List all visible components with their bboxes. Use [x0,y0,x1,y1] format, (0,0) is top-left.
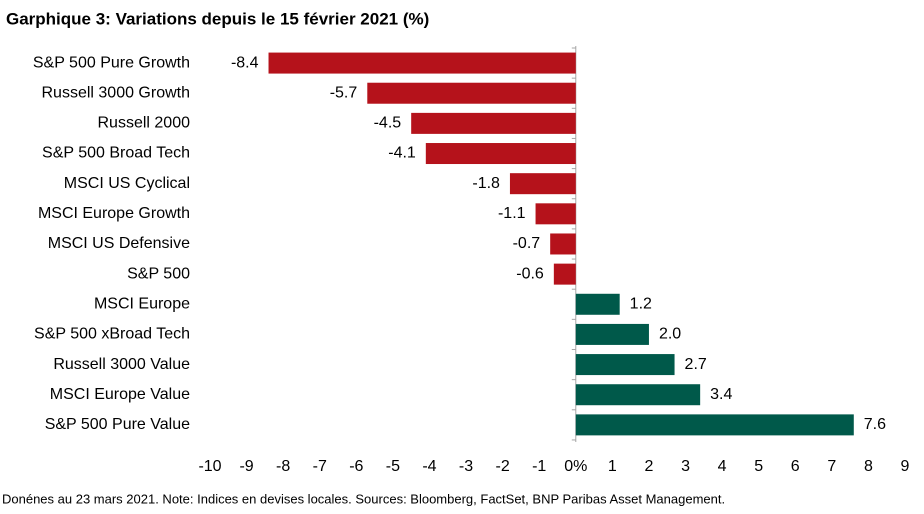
x-tick-label: -10 [198,458,221,475]
bar [367,82,576,104]
x-tick-label: -8 [276,458,290,475]
category-label: Russell 2000 [98,115,191,132]
bar [550,233,576,255]
bar [425,143,576,165]
x-tick-label: 3 [681,458,690,475]
category-label: Russell 3000 Growth [41,84,190,101]
bar [553,263,576,285]
chart-title: Garphique 3: Variations depuis le 15 fév… [6,9,429,28]
category-label: S&P 500 xBroad Tech [34,326,190,343]
bar [509,173,576,195]
bar [575,354,675,376]
x-tick-label: 2 [644,458,653,475]
category-label: S&P 500 Pure Value [45,416,190,433]
x-tick-label: 6 [791,458,800,475]
category-label: S&P 500 Broad Tech [42,145,190,162]
category-label: MSCI Europe [94,295,190,312]
value-label: -1.1 [498,205,526,222]
x-tick-label: 4 [718,458,727,475]
value-label: -0.6 [516,265,544,282]
value-label: -0.7 [513,235,541,252]
bar [575,414,854,436]
bar [575,293,620,315]
x-tick-label: 7 [827,458,836,475]
x-tick-label: 1 [608,458,617,475]
bar [411,112,576,134]
value-label: -1.8 [472,175,500,192]
category-label: Russell 3000 Value [53,356,190,373]
bar [535,203,576,225]
x-tick-label: -1 [532,458,546,475]
bar [268,52,576,74]
x-tick-label: -3 [459,458,473,475]
value-label: -8.4 [231,54,259,71]
category-label: S&P 500 Pure Growth [33,54,190,71]
value-label: 3.4 [710,386,732,403]
value-label: 2.0 [659,326,681,343]
bar [575,323,649,345]
x-tick-label: 9 [901,458,910,475]
category-label: MSCI Europe Value [50,386,190,403]
x-tick-label: -5 [386,458,400,475]
x-tick-label: 5 [754,458,763,475]
value-label: 1.2 [630,295,652,312]
x-tick-label: -2 [496,458,510,475]
footnote: Donénes au 23 mars 2021. Note: Indices e… [2,491,725,506]
category-label: MSCI US Cyclical [64,175,190,192]
x-tick-label: 8 [864,458,873,475]
category-label: MSCI US Defensive [48,235,190,252]
value-label: 2.7 [685,356,707,373]
x-tick-label: -6 [349,458,363,475]
category-label: MSCI Europe Growth [38,205,190,222]
value-label: -4.5 [374,115,402,132]
category-label: S&P 500 [127,265,190,282]
x-tick-label: -7 [313,458,327,475]
bar [575,384,701,406]
x-tick-label: -4 [422,458,436,475]
x-tick-label: 0% [564,458,587,475]
value-label: -4.1 [388,145,416,162]
value-label: 7.6 [864,416,886,433]
x-tick-label: -9 [239,458,253,475]
value-label: -5.7 [330,84,358,101]
